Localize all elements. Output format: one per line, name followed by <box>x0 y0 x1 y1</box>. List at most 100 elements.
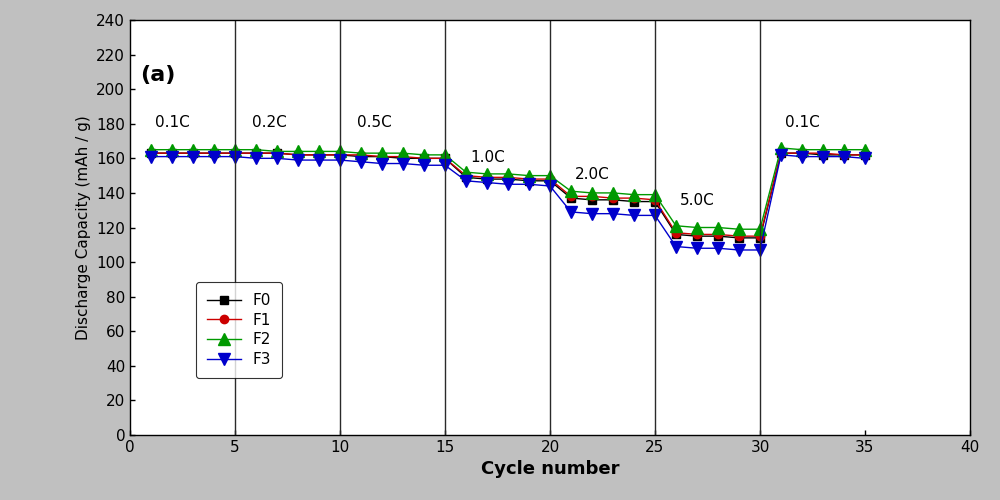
F0 <box>775 150 787 156</box>
F1 <box>649 197 661 203</box>
F0 <box>712 233 724 239</box>
F2 <box>145 146 157 152</box>
F3 <box>691 245 703 251</box>
Text: 2.0C: 2.0C <box>575 167 610 182</box>
F0 <box>313 152 325 158</box>
Text: 1.0C: 1.0C <box>470 150 505 165</box>
F1 <box>502 174 514 180</box>
F3 <box>271 156 283 162</box>
F2 <box>250 146 262 152</box>
F1 <box>754 233 766 239</box>
F2 <box>628 192 640 198</box>
F1 <box>397 154 409 160</box>
F2 <box>313 148 325 154</box>
F2 <box>817 146 829 152</box>
F2 <box>544 172 556 178</box>
Text: 0.1C: 0.1C <box>785 115 820 130</box>
Y-axis label: Discharge Capacity (mAh / g): Discharge Capacity (mAh / g) <box>76 115 91 340</box>
F1 <box>523 176 535 182</box>
F1 <box>817 150 829 156</box>
F3 <box>397 160 409 166</box>
F2 <box>733 226 745 232</box>
F2 <box>607 190 619 196</box>
F2 <box>523 172 535 178</box>
F0 <box>397 156 409 162</box>
F0 <box>502 176 514 182</box>
F0 <box>145 150 157 156</box>
F1 <box>439 156 451 162</box>
F0 <box>523 178 535 184</box>
F1 <box>334 152 346 158</box>
F1 <box>481 174 493 180</box>
F3 <box>775 152 787 158</box>
F2 <box>460 169 472 175</box>
F1 <box>838 152 850 158</box>
F3 <box>733 247 745 253</box>
F3 <box>670 244 682 250</box>
F1 <box>859 152 871 158</box>
F1 <box>292 152 304 158</box>
F3 <box>229 154 241 160</box>
F1 <box>187 150 199 156</box>
F0 <box>355 154 367 160</box>
F2 <box>334 148 346 154</box>
F1 <box>166 150 178 156</box>
F3 <box>586 210 598 216</box>
F0 <box>586 197 598 203</box>
F1 <box>796 150 808 156</box>
F2 <box>187 146 199 152</box>
F1 <box>775 150 787 156</box>
F2 <box>754 226 766 232</box>
F0 <box>376 154 388 160</box>
F3 <box>544 183 556 189</box>
F3 <box>838 154 850 160</box>
F3 <box>628 212 640 218</box>
F1 <box>418 156 430 162</box>
F1 <box>208 150 220 156</box>
F0 <box>691 233 703 239</box>
F1 <box>565 194 577 200</box>
F2 <box>838 146 850 152</box>
F0 <box>565 195 577 201</box>
F1 <box>628 195 640 201</box>
F2 <box>691 224 703 230</box>
F3 <box>418 162 430 168</box>
F1 <box>691 232 703 237</box>
F0 <box>208 150 220 156</box>
F3 <box>313 157 325 163</box>
F3 <box>796 154 808 160</box>
F0 <box>628 198 640 204</box>
Text: 5.0C: 5.0C <box>680 193 715 208</box>
F2 <box>775 145 787 151</box>
F0 <box>292 152 304 158</box>
F3 <box>376 160 388 166</box>
Legend: F0, F1, F2, F3: F0, F1, F2, F3 <box>196 282 282 378</box>
F1 <box>145 150 157 156</box>
F3 <box>817 154 829 160</box>
F0 <box>607 197 619 203</box>
F3 <box>481 180 493 186</box>
F0 <box>649 198 661 204</box>
F3 <box>523 182 535 188</box>
F3 <box>460 178 472 184</box>
Text: 0.5C: 0.5C <box>357 115 392 130</box>
F0 <box>166 150 178 156</box>
F3 <box>502 182 514 188</box>
F2 <box>397 150 409 156</box>
F0 <box>838 152 850 158</box>
F0 <box>418 156 430 162</box>
F3 <box>250 156 262 162</box>
F1 <box>670 230 682 235</box>
F1 <box>460 172 472 178</box>
F1 <box>250 150 262 156</box>
F0 <box>670 232 682 237</box>
F0 <box>334 152 346 158</box>
F3 <box>355 159 367 165</box>
F2 <box>418 152 430 158</box>
F2 <box>796 146 808 152</box>
F3 <box>754 247 766 253</box>
F3 <box>334 157 346 163</box>
F1 <box>733 233 745 239</box>
X-axis label: Cycle number: Cycle number <box>481 460 619 478</box>
F3 <box>859 156 871 162</box>
